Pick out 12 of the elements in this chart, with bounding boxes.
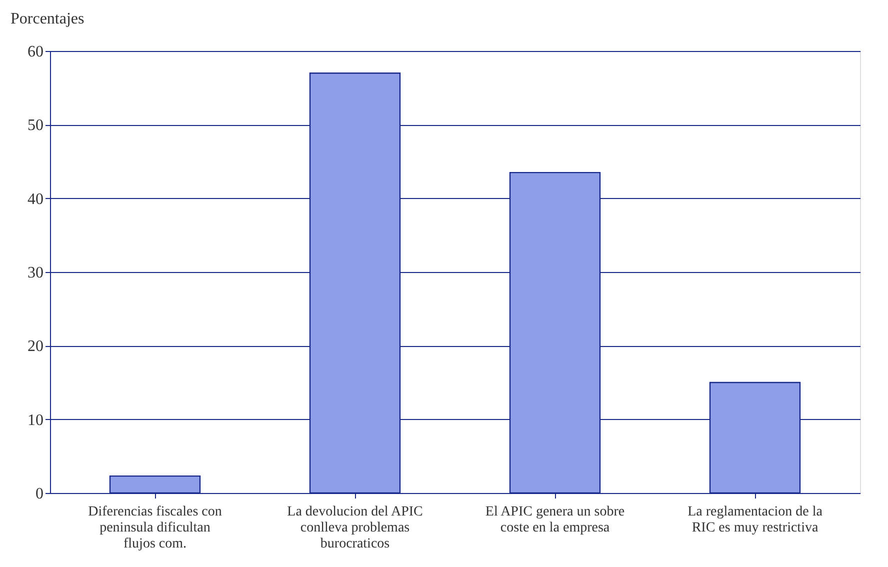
y-tick-label: 40: [28, 190, 44, 208]
y-tick-label: 20: [28, 338, 44, 356]
y-axis-title: Porcentajes: [10, 10, 84, 28]
y-tick-label: 30: [28, 264, 44, 282]
x-tick-label: El APIC genera un sobre coste en la empresa: [485, 504, 625, 536]
x-tick-label: La devolucion del APIC conlleva problemas burocraticos: [287, 504, 423, 552]
y-tick-label: 0: [36, 486, 44, 502]
x-tick-label: La reglamentacion de la RIC es muy restrictiva: [688, 504, 824, 536]
x-tick-label: Diferencias fiscales con peninsula dificultan flujos com.: [88, 504, 222, 552]
y-tick-label: 50: [28, 117, 44, 134]
y-tick-label: 60: [28, 44, 44, 60]
y-tick-label: 10: [28, 412, 44, 429]
